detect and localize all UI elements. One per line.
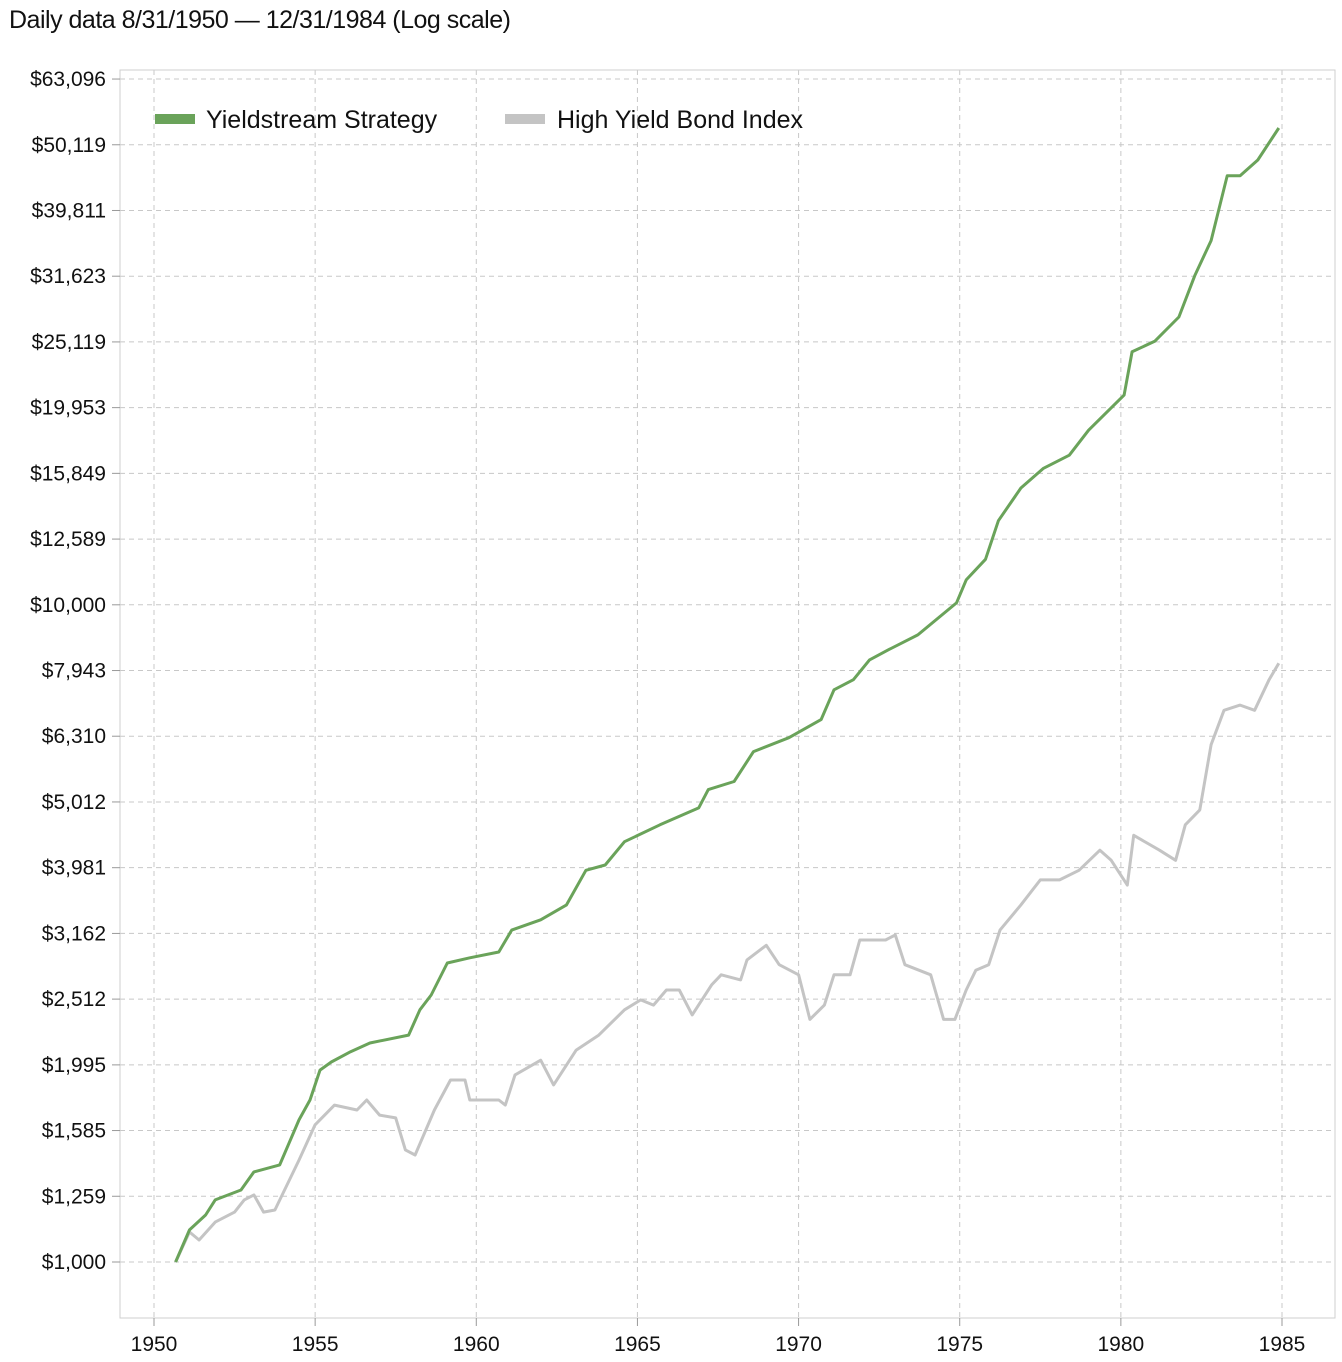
y-tick-label: $63,096 — [30, 68, 106, 91]
y-tick-label: $39,811 — [32, 199, 106, 222]
x-tick-label: 1950 — [131, 1333, 178, 1356]
y-tick-label: $2,512 — [42, 988, 106, 1011]
series-line-high-yield-bond-index — [174, 662, 1281, 1263]
legend-swatch-high-yield — [505, 114, 545, 124]
y-tick-label: $25,119 — [32, 331, 106, 354]
y-tick-label: $1,259 — [42, 1185, 106, 1208]
x-tick-label: 1975 — [936, 1333, 983, 1356]
plot-frame — [119, 69, 1336, 1319]
series-lines — [174, 127, 1281, 1263]
x-tick-label: 1970 — [775, 1333, 822, 1356]
legend-swatch-yieldstream — [155, 114, 195, 124]
y-tick-label: $19,953 — [30, 397, 106, 420]
x-tick-label: 1980 — [1097, 1333, 1144, 1356]
series-line-yieldstream-strategy — [174, 127, 1281, 1263]
y-tick-label: $3,981 — [42, 857, 106, 880]
y-tick-label: $15,849 — [30, 462, 106, 485]
y-tick-label: $5,012 — [42, 791, 106, 814]
legend-label-high-yield: High Yield Bond Index — [557, 106, 804, 134]
y-tick-label: $1,995 — [42, 1054, 106, 1077]
y-tick-label: $6,310 — [42, 725, 106, 748]
y-tick-label: $7,943 — [42, 660, 106, 683]
x-tick-label: 1955 — [292, 1333, 339, 1356]
y-tick-label: $3,162 — [42, 922, 106, 945]
y-tick-label: $1,585 — [42, 1120, 106, 1143]
grid — [120, 70, 1335, 1318]
axes: $1,000 $1,259 $1,585 $1,995 $2,512 $3,162 $3,9… — [30, 68, 1305, 1356]
legend-label-yieldstream: Yieldstream Strategy — [206, 106, 438, 134]
x-tick-label: 1985 — [1259, 1333, 1306, 1356]
y-tick-label: $10,000 — [30, 594, 106, 617]
legend: Yieldstream Strategy High Yield Bond Ind… — [155, 106, 804, 134]
y-tick-label: $1,000 — [42, 1251, 106, 1274]
x-tick-label: 1960 — [453, 1333, 500, 1356]
y-tick-label: $31,623 — [30, 265, 106, 288]
x-tick-label: 1965 — [614, 1333, 661, 1356]
y-tick-label: $50,119 — [32, 134, 106, 157]
chart-title: Daily data 8/31/1950 — 12/31/1984 (Log s… — [9, 6, 511, 34]
y-tick-label: $12,589 — [30, 528, 106, 551]
